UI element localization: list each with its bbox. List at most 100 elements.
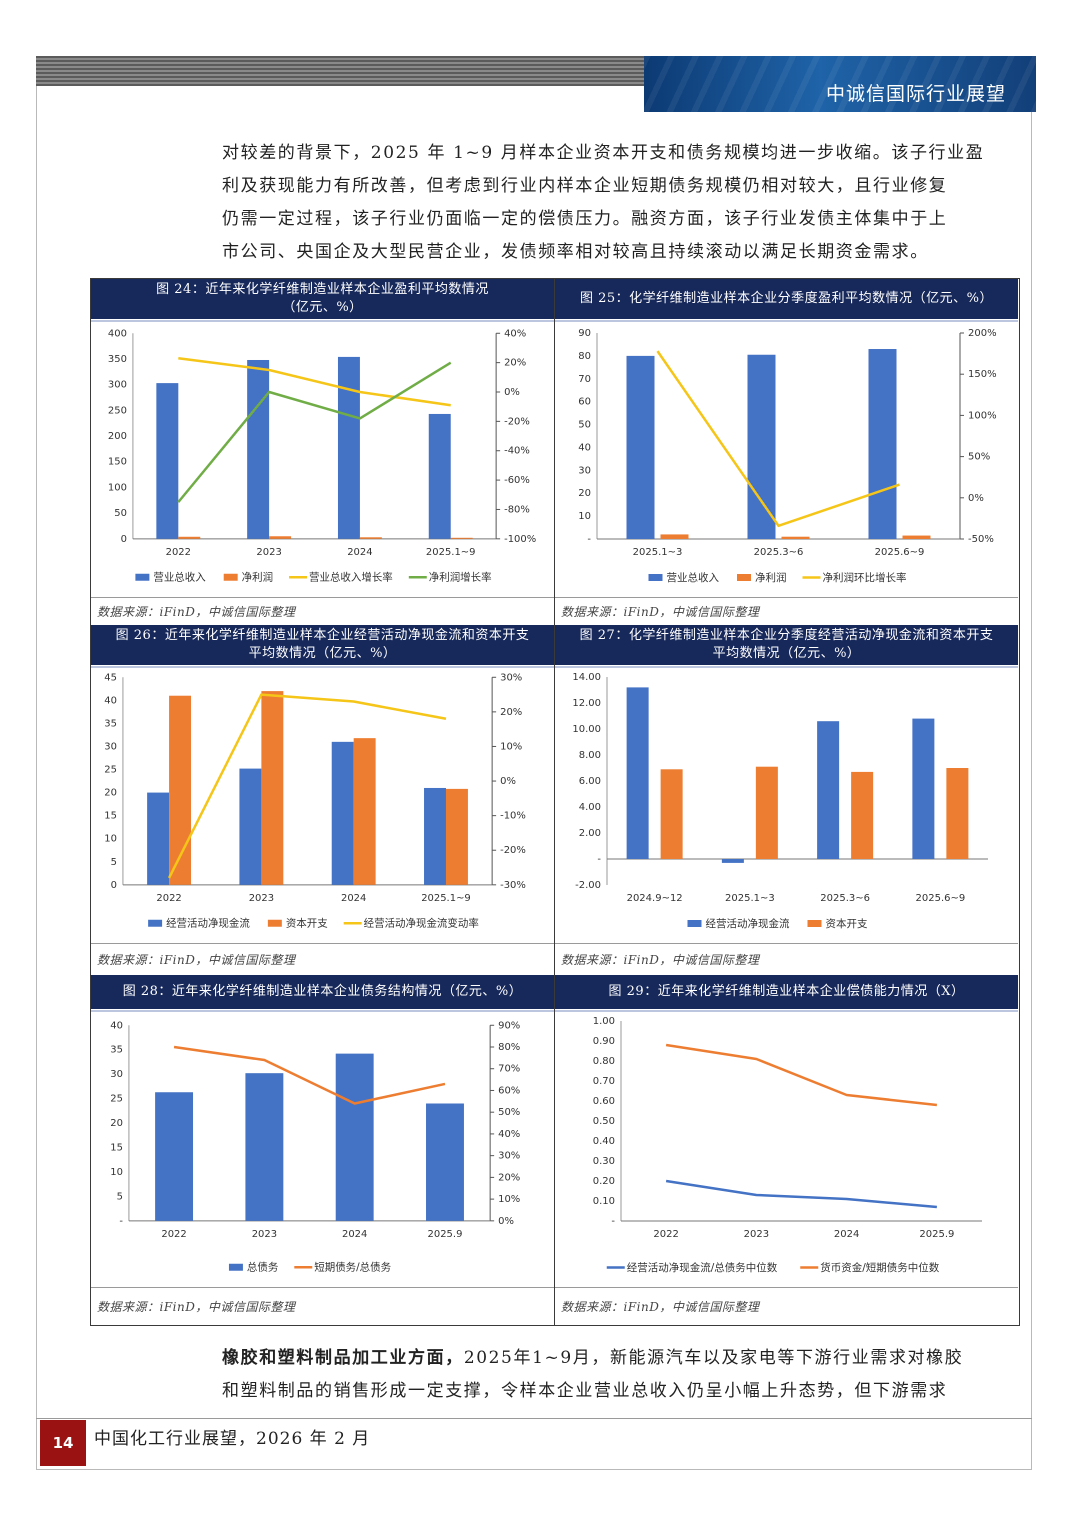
- right-axis-tick: 20%: [504, 358, 526, 369]
- left-axis-tick: -2.00: [575, 880, 601, 891]
- right-axis-tick: -30%: [500, 880, 526, 891]
- right-axis-tick: -50%: [968, 534, 994, 545]
- left-axis-tick: -: [611, 1216, 615, 1227]
- left-axis-tick: 50: [578, 420, 591, 431]
- left-axis-tick: 4.00: [579, 802, 601, 813]
- legend-swatch: [267, 919, 282, 927]
- bar-资本开支: [851, 771, 874, 859]
- legend-swatch: [687, 920, 702, 927]
- right-axis-tick: 80%: [498, 1042, 520, 1053]
- x-axis-tick: 2025.1~9: [426, 547, 476, 558]
- left-axis-tick: 20: [578, 488, 591, 499]
- legend-item: 总债务: [228, 1261, 279, 1274]
- bar-营业总收入: [337, 356, 360, 539]
- legend-label: 资本开支: [826, 917, 868, 930]
- figure-source: 数据来源：iFinD，中诚信国际整理: [555, 597, 1018, 625]
- line-净利润增长率: [177, 361, 452, 503]
- legend-label: 经营活动净现金流/总债务中位数: [627, 1261, 778, 1274]
- bar-经营活动净现金流: [424, 787, 446, 885]
- right-axis-tick: 100%: [968, 410, 997, 421]
- x-axis-tick: 2025.6~9: [875, 547, 925, 558]
- left-axis-tick: 6.00: [579, 776, 601, 787]
- x-axis-tick: 2024.9~12: [627, 893, 683, 904]
- bar-资本开支: [353, 738, 376, 885]
- right-axis-tick: 0%: [504, 387, 520, 398]
- bar-总债务: [426, 1103, 464, 1221]
- left-axis-tick: -: [597, 854, 601, 865]
- chart-svg: 0 5 10 15 20 25 30 35 40 45 -30% -20% -10% 0% 10% 20% 30…: [104, 672, 526, 930]
- left-axis-tick: 0.60: [593, 1096, 615, 1107]
- right-axis-tick: 40%: [504, 328, 526, 339]
- left-axis-tick: 0.10: [593, 1196, 615, 1207]
- header-stripes: [36, 56, 648, 86]
- x-axis-tick: 2023: [249, 893, 274, 904]
- left-axis-tick: 10: [578, 511, 591, 522]
- intro-line: 市公司、央国企及大型民营企业，发债频率相对较高且持续滚动以满足长期资金需求。: [222, 242, 929, 262]
- right-axis-tick: 0%: [498, 1216, 514, 1227]
- footer-rule: [36, 1418, 1032, 1419]
- left-axis-tick: 5: [117, 1191, 123, 1202]
- right-axis-tick: -80%: [504, 504, 530, 515]
- x-axis-tick: 2024: [342, 1229, 367, 1240]
- right-axis-tick: 0%: [968, 493, 984, 504]
- left-axis-tick: 30: [578, 465, 591, 476]
- left-axis-tick: 14.00: [572, 672, 601, 683]
- left-axis-tick: 20: [110, 1118, 123, 1129]
- bar-总债务: [245, 1073, 284, 1221]
- x-axis-tick: 2022: [156, 893, 181, 904]
- figure-title: 图 28：近年来化学纤维制造业样本企业债务结构情况（亿元、%）: [91, 975, 554, 1012]
- left-axis-tick: 350: [108, 354, 127, 365]
- figure-26: 图 26：近年来化学纤维制造业样本企业经营活动净现金流和资本开支 平均数情况（亿…: [91, 625, 555, 975]
- x-axis-tick: 2025.3~6: [754, 547, 804, 558]
- footer-publication: 中国化工行业展望，2026 年 2 月: [94, 1429, 371, 1449]
- legend-item: 短期债务/总债务: [294, 1261, 392, 1274]
- legend-item: 营业总收入: [135, 571, 206, 584]
- legend-item: 经营活动净现金流变动率: [343, 917, 479, 930]
- x-axis-tick: 2025.9: [919, 1229, 954, 1240]
- right-axis-tick: 10%: [500, 741, 522, 752]
- left-axis-tick: -: [119, 1216, 123, 1227]
- figure-29: 图 29：近年来化学纤维制造业样本企业偿债能力情况（X） - 0.10 0.20 0.3…: [555, 975, 1018, 1325]
- legend-swatch: [135, 573, 150, 581]
- right-axis-tick: 30%: [500, 672, 522, 683]
- left-axis-tick: 150: [108, 457, 127, 468]
- legend-item: 经营活动净现金流/总债务中位数: [606, 1261, 778, 1274]
- legend-label: 净利润增长率: [429, 571, 492, 584]
- line-货币资金/短期债务中位数: [665, 1043, 938, 1107]
- x-axis-tick: 2022: [166, 547, 191, 558]
- left-axis-tick: 50: [114, 508, 127, 519]
- outro-paragraph: 橡胶和塑料制品加工业方面，2025年1~9月，新能源汽车以及家电等下游行业需求对…: [222, 1342, 1002, 1408]
- x-axis-tick: 2023: [252, 1229, 277, 1240]
- figure-28: 图 28：近年来化学纤维制造业样本企业债务结构情况（亿元、%） -5 10 15 20 2…: [91, 975, 555, 1325]
- legend-swatch: [807, 920, 822, 927]
- legend-item: 净利润: [737, 571, 787, 584]
- line-净利润环比增长率: [656, 350, 900, 528]
- intro-line: 仍需一定过程，该子行业仍面临一定的偿债压力。融资方面，该子行业发债主体集中于上: [222, 209, 948, 229]
- right-axis-tick: -100%: [504, 534, 536, 545]
- left-axis-tick: 0.80: [593, 1056, 615, 1067]
- left-axis-tick: 5: [111, 857, 117, 868]
- bar-净利润: [660, 534, 689, 539]
- page-number: 14: [40, 1420, 86, 1466]
- figure-source: 数据来源：iFinD，中诚信国际整理: [91, 597, 554, 625]
- legend-item: 经营活动净现金流: [148, 917, 250, 930]
- legend-item: 经营活动净现金流: [687, 917, 790, 930]
- intro-paragraph: 对较差的背景下，2025 年 1~9 月样本企业资本开支和债务规模均进一步收缩。…: [222, 137, 1002, 269]
- line-经营活动净现金流/总债务中位数: [665, 1179, 937, 1209]
- legend-swatch: [223, 573, 238, 581]
- bar-营业总收入: [428, 413, 451, 539]
- intro-line: 对较差的背景下，2025 年 1~9 月样本企业资本开支和债务规模均进一步收缩。…: [222, 143, 985, 163]
- left-axis-tick: 0: [121, 534, 127, 545]
- line-营业总收入增长率: [178, 356, 451, 407]
- chart-area: 0 50 100 150 200 250 300 350 400 -100% -80% -60% -40…: [91, 319, 554, 597]
- left-axis-tick: 30: [110, 1069, 123, 1080]
- left-axis-tick: 15: [104, 811, 117, 822]
- right-axis-tick: 0%: [500, 776, 516, 787]
- right-axis-tick: 150%: [968, 369, 997, 380]
- chart-svg: 0 50 100 150 200 250 300 350 400 -100% -80% -60% -40…: [108, 328, 536, 584]
- left-axis-tick: 70: [578, 374, 591, 385]
- chart-svg: - 10 20 30 40 50 60 70 80 90 -50% 0% 50% 100% 150% 200%…: [578, 328, 997, 584]
- bar-营业总收入: [247, 359, 270, 539]
- left-axis-tick: 0.90: [593, 1036, 615, 1047]
- bar-资本开支: [445, 788, 468, 885]
